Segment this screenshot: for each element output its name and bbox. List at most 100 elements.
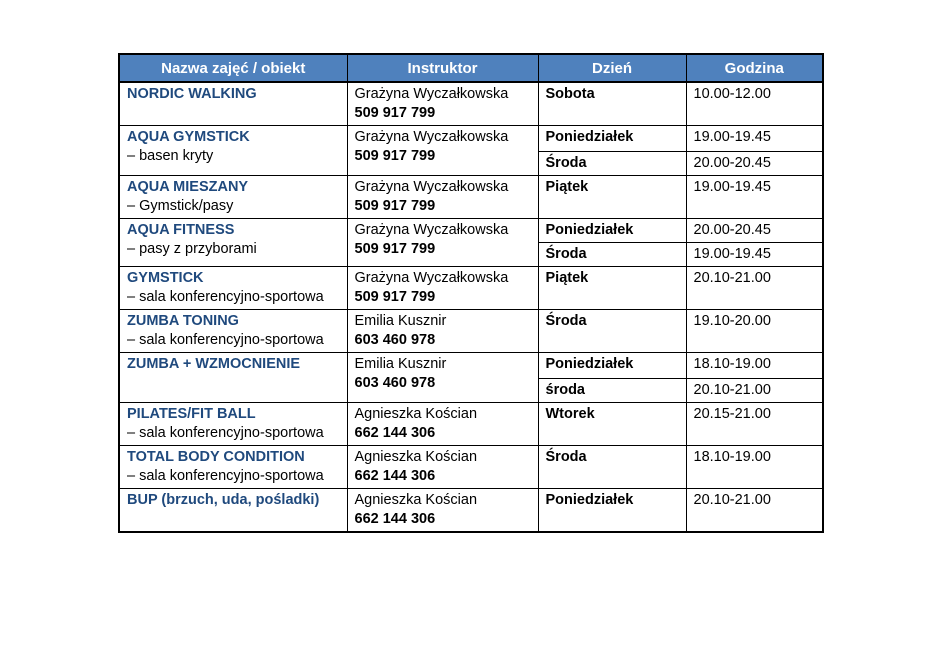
table-row: NORDIC WALKING Grażyna Wyczałkowska 509 … [118,81,824,126]
column-header-class-name: Nazwa zajęć / obiekt [118,53,348,83]
table-row: PILATES/FIT BALL – sala konferencyjno-sp… [118,402,824,446]
column-header-time: Godzina [685,53,824,83]
instructor-name: Emilia Kusznir [354,313,447,329]
instructor-cell: Agnieszka Kościan 662 144 306 [346,402,539,446]
class-name-cell: ZUMBA TONING – sala konferencyjno-sporto… [118,309,348,353]
instructor-phone: 603 460 978 [354,375,436,391]
class-name: ZUMBA + WZMOCNIENIE [127,356,301,372]
class-name: AQUA FITNESS [127,222,235,238]
class-name: AQUA MIESZANY [127,179,249,195]
instructor-phone: 509 917 799 [354,241,436,257]
instructor-cell: Emilia Kusznir 603 460 978 [346,352,539,403]
day-cell: Poniedziałek [537,125,687,152]
column-header-day: Dzień [537,53,687,83]
class-location: – Gymstick/pasy [127,198,234,214]
day-cell: Środa [537,151,687,176]
time-cell: 10.00-12.00 [685,81,824,126]
instructor-name: Emilia Kusznir [354,356,447,372]
class-name: NORDIC WALKING [127,86,257,102]
class-location: – basen kryty [127,148,214,164]
table-subrow: Środa 19.00-19.45 [119,242,824,267]
time-cell: 20.10-21.00 [685,488,824,533]
time-cell: 19.10-20.00 [685,309,824,353]
instructor-phone: 509 917 799 [354,198,436,214]
class-name-cell: TOTAL BODY CONDITION – sala konferencyjn… [118,445,348,489]
class-name: TOTAL BODY CONDITION [127,449,305,465]
time-cell: 20.10-21.00 [685,266,824,310]
day-cell: Poniedziałek [537,352,687,379]
day-cell: Środa [537,242,687,267]
day-cell: środa [537,378,687,403]
table-row: ZUMBA + WZMOCNIENIE Emilia Kusznir 603 4… [118,352,824,403]
time-cell: 19.00-19.45 [685,242,824,267]
class-name: GYMSTICK [127,270,204,286]
day-cell: Środa [537,445,687,489]
class-name-cell: ZUMBA + WZMOCNIENIE [118,352,348,403]
table-row: AQUA GYMSTICK – basen kryty Grażyna Wycz… [118,125,824,176]
instructor-phone: 509 917 799 [354,148,436,164]
time-cell: 20.00-20.45 [685,151,824,176]
instructor-cell: Agnieszka Kościan 662 144 306 [346,488,539,533]
table-row: GYMSTICK – sala konferencyjno-sportowa G… [118,266,824,310]
class-name: ZUMBA TONING [127,313,239,329]
instructor-cell: Agnieszka Kościan 662 144 306 [346,445,539,489]
table-row: BUP (brzuch, uda, pośladki) Agnieszka Ko… [118,488,824,533]
time-cell: 19.00-19.45 [685,175,824,219]
instructor-phone: 509 917 799 [354,105,436,121]
time-cell: 18.10-19.00 [685,445,824,489]
class-name-cell: PILATES/FIT BALL – sala konferencyjno-sp… [118,402,348,446]
instructor-phone: 662 144 306 [354,468,436,484]
instructor-phone: 603 460 978 [354,332,436,348]
time-cell: 20.00-20.45 [685,218,824,243]
class-name-cell: NORDIC WALKING [118,81,348,126]
table-subrow: środa 20.10-21.00 [119,378,824,403]
instructor-cell: Emilia Kusznir 603 460 978 [346,309,539,353]
instructor-cell: Grażyna Wyczałkowska 509 917 799 [346,81,539,126]
instructor-phone: 662 144 306 [354,511,436,527]
instructor-name: Agnieszka Kościan [354,492,478,508]
instructor-name: Agnieszka Kościan [354,449,478,465]
day-cell: Środa [537,309,687,353]
class-name: BUP (brzuch, uda, pośladki) [127,492,320,508]
class-name-cell: AQUA FITNESS – pasy z przyborami [118,218,348,267]
day-cell: Sobota [537,81,687,126]
table-row: AQUA FITNESS – pasy z przyborami Grażyna… [118,218,824,267]
instructor-phone: 662 144 306 [354,425,436,441]
table-row: ZUMBA TONING – sala konferencyjno-sporto… [118,309,824,353]
table-subrow: Środa 20.00-20.45 [119,151,824,176]
instructor-cell: Grażyna Wyczałkowska 509 917 799 [346,125,539,176]
class-location: – sala konferencyjno-sportowa [127,468,324,484]
schedule-table: Nazwa zajęć / obiekt Instruktor Dzień Go… [118,53,824,533]
table-header-row: Nazwa zajęć / obiekt Instruktor Dzień Go… [118,53,824,83]
instructor-cell: Grażyna Wyczałkowska 509 917 799 [346,175,539,219]
class-name: AQUA GYMSTICK [127,129,250,145]
table-row: AQUA MIESZANY – Gymstick/pasy Grażyna Wy… [118,175,824,219]
column-header-instructor: Instruktor [346,53,539,83]
table-row: TOTAL BODY CONDITION – sala konferencyjn… [118,445,824,489]
class-location: – sala konferencyjno-sportowa [127,425,324,441]
class-name-cell: BUP (brzuch, uda, pośladki) [118,488,348,533]
instructor-name: Grażyna Wyczałkowska [354,86,509,102]
instructor-phone: 509 917 799 [354,289,436,305]
time-cell: 20.10-21.00 [685,378,824,403]
instructor-name: Agnieszka Kościan [354,406,478,422]
instructor-name: Grażyna Wyczałkowska [354,270,509,286]
class-name-cell: AQUA MIESZANY – Gymstick/pasy [118,175,348,219]
class-location: – pasy z przyborami [127,241,257,257]
day-cell: Piątek [537,266,687,310]
class-location: – sala konferencyjno-sportowa [127,332,324,348]
instructor-name: Grażyna Wyczałkowska [354,179,509,195]
instructor-name: Grażyna Wyczałkowska [354,222,509,238]
day-cell: Poniedziałek [537,488,687,533]
class-name-cell: AQUA GYMSTICK – basen kryty [118,125,348,176]
instructor-cell: Grażyna Wyczałkowska 509 917 799 [346,218,539,267]
time-cell: 18.10-19.00 [685,352,824,379]
time-cell: 20.15-21.00 [685,402,824,446]
day-cell: Piątek [537,175,687,219]
instructor-cell: Grażyna Wyczałkowska 509 917 799 [346,266,539,310]
time-cell: 19.00-19.45 [685,125,824,152]
day-cell: Poniedziałek [537,218,687,243]
class-name-cell: GYMSTICK – sala konferencyjno-sportowa [118,266,348,310]
class-location: – sala konferencyjno-sportowa [127,289,324,305]
